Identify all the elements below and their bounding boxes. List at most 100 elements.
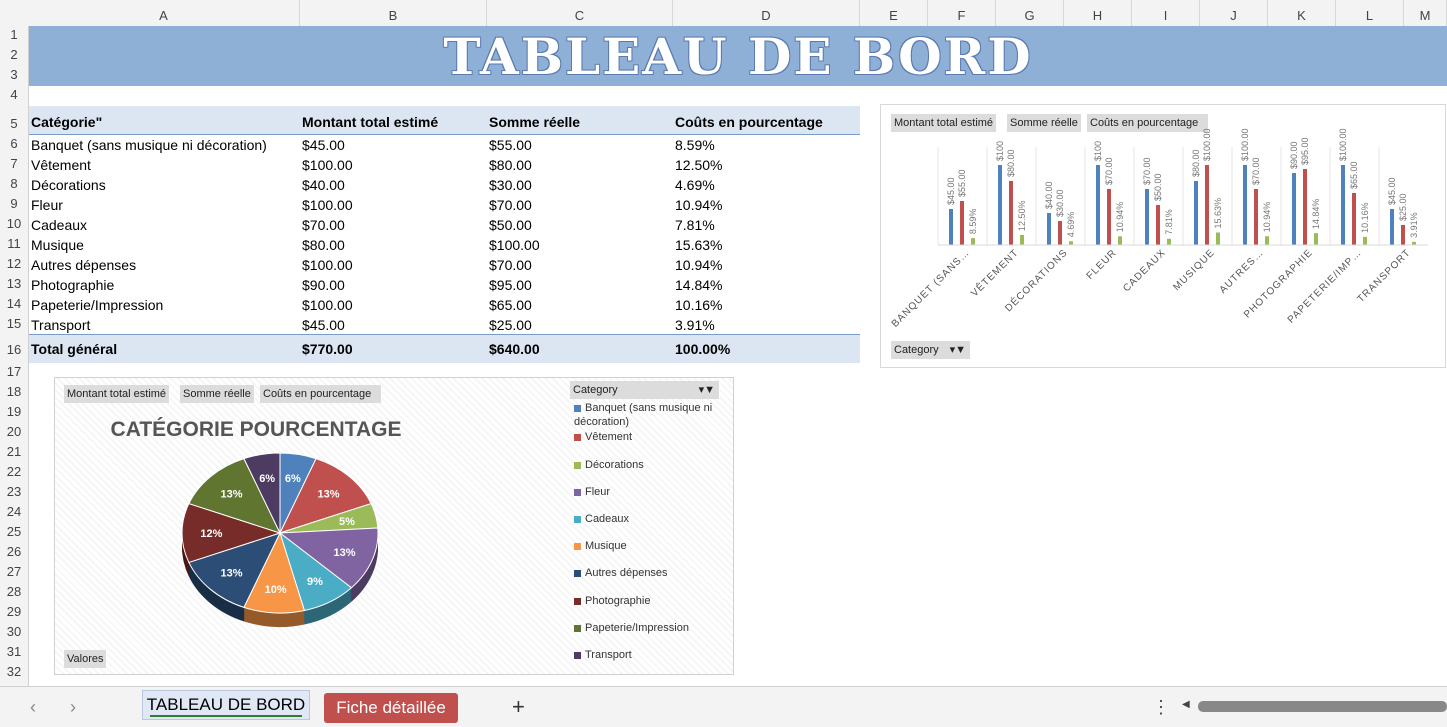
row-header-15[interactable]: 15 — [6, 316, 22, 331]
row-header-16[interactable]: 16 — [6, 342, 22, 357]
legend-item[interactable]: Photographie — [574, 594, 724, 608]
column-header-g[interactable]: G — [996, 0, 1064, 26]
legend-category-button[interactable]: Category ▾▼ — [570, 381, 720, 399]
legend-item[interactable]: Cadeaux — [574, 512, 724, 526]
table-header-cell[interactable]: Montant total estimé — [302, 114, 439, 130]
add-sheet-button[interactable]: + — [512, 694, 525, 719]
total-cell[interactable]: $770.00 — [302, 341, 353, 357]
table-cell[interactable]: Papeterie/Impression — [31, 297, 164, 313]
row-header-28[interactable]: 28 — [6, 584, 22, 599]
values-button[interactable]: Valores — [64, 650, 108, 668]
legend-item[interactable]: Autres dépenses — [574, 566, 724, 580]
category-axis-button[interactable]: Category ▾▼ — [891, 341, 971, 359]
row-header-25[interactable]: 25 — [6, 524, 22, 539]
row-header-4[interactable]: 4 — [10, 87, 18, 102]
table-cell[interactable]: Photographie — [31, 277, 115, 293]
table-cell[interactable]: $100.00 — [489, 237, 540, 253]
row-header-27[interactable]: 27 — [6, 564, 22, 579]
row-header-5[interactable]: 5 — [10, 116, 18, 131]
column-header-k[interactable]: K — [1268, 0, 1336, 26]
column-header-a[interactable]: A — [28, 0, 300, 26]
column-header-e[interactable]: E — [860, 0, 928, 26]
row-header-3[interactable]: 3 — [10, 67, 18, 82]
row-header-9[interactable]: 9 — [10, 196, 18, 211]
column-header-l[interactable]: L — [1336, 0, 1404, 26]
pie-chart[interactable]: Montant total estimé Somme réelle Coûts … — [54, 377, 734, 675]
legend-item[interactable]: Banquet (sans musique ni décoration) — [574, 401, 724, 429]
table-cell[interactable]: 4.69% — [675, 177, 715, 193]
row-header-31[interactable]: 31 — [6, 644, 22, 659]
column-header-m[interactable]: M — [1404, 0, 1447, 26]
table-cell[interactable]: $100.00 — [302, 197, 353, 213]
table-cell[interactable]: $45.00 — [302, 317, 345, 333]
row-header-1[interactable]: 1 — [10, 27, 18, 42]
total-cell[interactable]: Total général — [31, 341, 118, 357]
row-header-8[interactable]: 8 — [10, 176, 18, 191]
column-header-i[interactable]: I — [1132, 0, 1200, 26]
table-header-cell[interactable]: Catégorie" — [31, 114, 103, 130]
table-cell[interactable]: $45.00 — [302, 137, 345, 153]
row-header-6[interactable]: 6 — [10, 136, 18, 151]
table-cell[interactable]: $70.00 — [489, 257, 532, 273]
legend-item[interactable]: Papeterie/Impression — [574, 621, 724, 635]
table-cell[interactable]: $55.00 — [489, 137, 532, 153]
table-cell[interactable]: $80.00 — [302, 237, 345, 253]
table-cell[interactable]: Autres dépenses — [31, 257, 137, 273]
row-header-24[interactable]: 24 — [6, 504, 22, 519]
column-header-f[interactable]: F — [928, 0, 996, 26]
field-button-percent[interactable]: Coûts en pourcentage — [1087, 114, 1209, 132]
table-cell[interactable]: 14.84% — [675, 277, 723, 293]
prev-sheet-button[interactable]: ‹ — [30, 697, 36, 717]
row-header-17[interactable]: 17 — [6, 364, 22, 379]
legend-item[interactable]: Décorations — [574, 458, 724, 472]
table-cell[interactable]: Banquet (sans musique ni décoration) — [31, 137, 267, 153]
table-header-cell[interactable]: Somme réelle — [489, 114, 581, 130]
legend-item[interactable]: Fleur — [574, 485, 724, 499]
field-button-estimated[interactable]: Montant total estimé — [891, 114, 998, 132]
tab-fiche-detaillee[interactable]: Fiche détaillée — [324, 693, 458, 723]
table-cell[interactable]: $30.00 — [489, 177, 532, 193]
column-header-j[interactable]: J — [1200, 0, 1268, 26]
table-cell[interactable]: $100.00 — [302, 257, 353, 273]
field-button-percent-pie[interactable]: Coûts en pourcentage — [260, 385, 382, 403]
table-cell[interactable]: 8.59% — [675, 137, 715, 153]
table-cell[interactable]: $40.00 — [302, 177, 345, 193]
legend-item[interactable]: Vêtement — [574, 430, 724, 444]
table-cell[interactable]: $65.00 — [489, 297, 532, 313]
table-cell[interactable]: 7.81% — [675, 217, 715, 233]
table-cell[interactable]: 10.94% — [675, 257, 723, 273]
column-header-c[interactable]: C — [487, 0, 673, 26]
table-cell[interactable]: Décorations — [31, 177, 106, 193]
table-cell[interactable]: Fleur — [31, 197, 63, 213]
row-header-14[interactable]: 14 — [6, 296, 22, 311]
total-cell[interactable]: 100.00% — [675, 341, 731, 357]
table-cell[interactable]: $70.00 — [302, 217, 345, 233]
row-header-2[interactable]: 2 — [10, 47, 18, 62]
table-cell[interactable]: Transport — [31, 317, 91, 333]
next-sheet-button[interactable]: › — [70, 697, 76, 717]
table-cell[interactable]: 3.91% — [675, 317, 715, 333]
table-cell[interactable]: $100.00 — [302, 157, 353, 173]
row-header-30[interactable]: 30 — [6, 624, 22, 639]
row-header-21[interactable]: 21 — [6, 444, 22, 459]
table-cell[interactable]: Musique — [31, 237, 84, 253]
table-cell[interactable]: $50.00 — [489, 217, 532, 233]
column-header-h[interactable]: H — [1064, 0, 1132, 26]
row-header-18[interactable]: 18 — [6, 384, 22, 399]
row-header-10[interactable]: 10 — [6, 216, 22, 231]
row-header-29[interactable]: 29 — [6, 604, 22, 619]
table-cell[interactable]: $90.00 — [302, 277, 345, 293]
row-header-11[interactable]: 11 — [7, 236, 21, 251]
table-cell[interactable]: $25.00 — [489, 317, 532, 333]
field-button-actual-pie[interactable]: Somme réelle — [180, 385, 255, 403]
row-header-26[interactable]: 26 — [6, 544, 22, 559]
row-header-19[interactable]: 19 — [6, 404, 22, 419]
column-header-b[interactable]: B — [300, 0, 487, 26]
row-header-20[interactable]: 20 — [6, 424, 22, 439]
table-cell[interactable]: $95.00 — [489, 277, 532, 293]
column-header-d[interactable]: D — [673, 0, 860, 26]
row-header-22[interactable]: 22 — [6, 464, 22, 479]
scroll-left-icon[interactable]: ◀ — [1182, 699, 1190, 710]
horizontal-scrollbar[interactable] — [1198, 701, 1447, 712]
field-button-estimated-pie[interactable]: Montant total estimé — [64, 385, 171, 403]
